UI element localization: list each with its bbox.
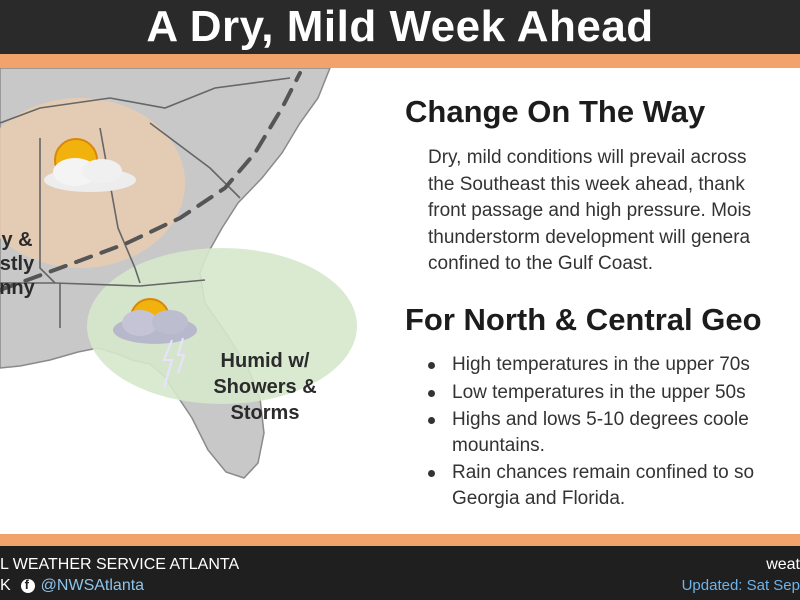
weather-map: y & stly nny Humid w/ Showers & Storms (0, 68, 400, 534)
office-name: L WEATHER SERVICE ATLANTA (0, 556, 240, 573)
forecast-bullets: High temperatures in the upper 70s Low t… (428, 352, 800, 513)
section-title-change: Change On The Way (405, 94, 706, 129)
page-title: A Dry, Mild Week Ahead (146, 2, 654, 51)
list-item: High temperatures in the upper 70s (428, 352, 800, 378)
social-line: K @NWSAtlanta (0, 577, 144, 595)
region-label-dry: y & stly nny (0, 229, 35, 299)
region-label-humid: Humid w/ Showers & Storms (213, 350, 317, 424)
southeast-map-graphic (0, 68, 400, 534)
list-item: Highs and lows 5-10 degrees coole mountai… (428, 407, 800, 458)
social-handle-link[interactable]: @NWSAtlanta (40, 577, 145, 594)
website-link[interactable]: weat (766, 556, 800, 573)
section-title-georgia: For North & Central Geo (405, 302, 762, 337)
list-item: Low temperatures in the upper 50s (428, 380, 800, 406)
humid-zone (87, 248, 357, 404)
accent-stripe-top (0, 54, 800, 68)
sun-cloud-icon (44, 138, 136, 192)
thunderstorm-icon (113, 298, 197, 389)
header-bar: A Dry, Mild Week Ahead (0, 0, 800, 54)
facebook-icon (20, 577, 35, 593)
updated-timestamp: Updated: Sat Sep (681, 577, 800, 594)
social-prefix: K (0, 577, 11, 594)
list-item: Rain chances remain confined to so Georgi… (428, 460, 800, 511)
description-paragraph: Dry, mild conditions will prevail across… (428, 147, 752, 274)
footer-bar (0, 546, 800, 600)
accent-stripe-bottom (0, 534, 800, 546)
front-line (0, 71, 302, 292)
